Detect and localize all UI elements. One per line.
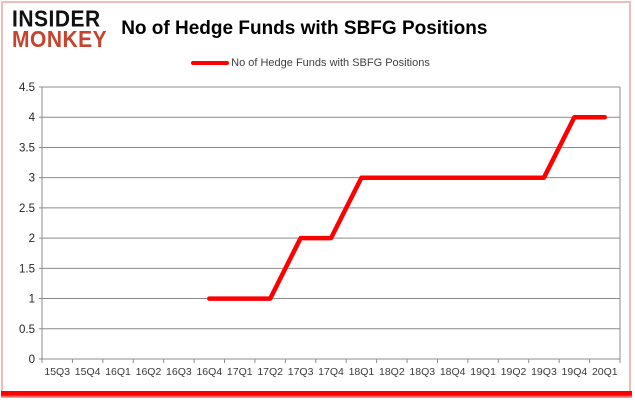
x-axis-tick-label: 18Q1 [349,366,375,378]
chart-title: No of Hedge Funds with SBFG Positions [121,18,488,40]
insider-monkey-logo: INSIDER MONKEY [12,6,108,53]
x-axis-tick-label: 19Q2 [501,366,527,378]
y-axis-tick-label: 3.5 [19,142,35,154]
x-axis-tick-label: 18Q3 [409,366,435,378]
x-axis-tick-label: 16Q2 [136,366,162,378]
header: INSIDER MONKEY No of Hedge Funds with SB… [12,6,488,53]
legend: No of Hedge Funds with SBFG Positions [0,57,621,69]
x-axis-tick-label: 17Q4 [318,366,344,378]
x-axis-tick-label: 17Q1 [227,366,253,378]
x-axis-tick-label: 16Q4 [196,366,222,378]
x-axis-tick-label: 16Q1 [105,366,131,378]
x-axis-tick-label: 15Q3 [44,366,70,378]
x-axis-tick-label: 16Q3 [166,366,192,378]
y-axis-tick-label: 4.5 [19,82,35,94]
x-axis-tick-label: 17Q3 [288,366,314,378]
legend-line-swatch [191,61,230,65]
x-axis-tick-label: 17Q2 [257,366,283,378]
logo-line2: MONKEY [12,27,108,53]
x-axis-tick-label: 18Q2 [379,366,405,378]
series-line [207,114,608,301]
legend-label: No of Hedge Funds with SBFG Positions [231,57,430,69]
x-axis-tick-label: 20Q1 [592,366,618,378]
y-axis-tick-label: 3 [29,173,35,185]
y-axis-tick-label: 1 [29,294,35,306]
x-axis-tick-label: 15Q4 [75,366,101,378]
y-axis-tick-label: 0.5 [19,324,35,336]
y-axis-tick-label: 0 [29,354,35,366]
logo-line1: INSIDER [12,6,101,32]
y-axis-tick-label: 4 [29,112,36,124]
x-axis-tick-label: 18Q4 [440,366,466,378]
x-axis-tick-label: 19Q1 [470,366,496,378]
x-axis-tick-label: 19Q4 [562,366,588,378]
bottom-red-band [1,391,632,398]
x-axis-tick-label: 19Q3 [531,366,557,378]
y-axis-tick-label: 1.5 [19,263,35,275]
y-axis-tick-label: 2.5 [19,203,35,215]
y-axis-tick-label: 2 [29,233,35,245]
